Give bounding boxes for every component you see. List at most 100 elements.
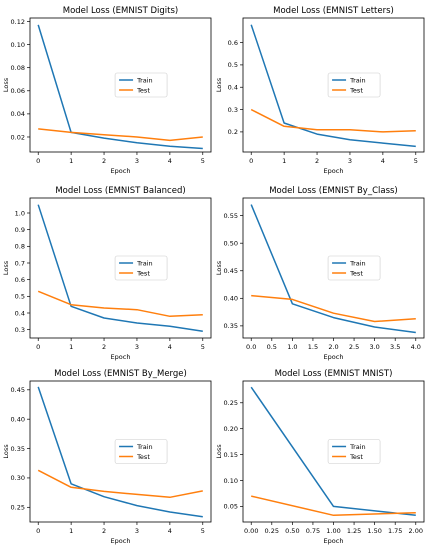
y-tick-label: 0.40 [11, 415, 25, 423]
x-tick-label: 4.0 [411, 343, 421, 351]
x-tick-label: 0.75 [306, 527, 320, 535]
legend-box [327, 72, 381, 98]
legend-label-train: Train [136, 76, 153, 84]
plot-frame [29, 197, 212, 339]
y-axis-label: Loss [2, 444, 10, 459]
plot-frame [29, 17, 212, 153]
chart-title: Model Loss (EMNIST By_Merge) [54, 369, 187, 379]
y-tick-label: 0.04 [11, 110, 25, 118]
y-tick-label: 0.45 [224, 267, 238, 275]
y-tick-label: 0.9 [15, 226, 25, 234]
y-tick-label: 0.6 [15, 276, 25, 284]
y-tick-label: 0.05 [224, 503, 238, 511]
y-tick-label: 0.35 [11, 445, 25, 453]
x-tick-label: 1 [69, 343, 73, 351]
y-tick-label: 0.6 [228, 39, 238, 47]
y-axis-label: Loss [2, 260, 10, 275]
x-tick-label: 4 [168, 527, 172, 535]
x-tick-label: 2.0 [328, 343, 338, 351]
y-tick-label: 0.25 [11, 504, 25, 512]
x-axis-label: Epoch [111, 537, 131, 545]
y-tick-label: 0.5 [228, 61, 238, 69]
y-tick-label: 0.55 [224, 212, 238, 220]
chart-panel-1: Model Loss (EMNIST Digits) 0 1 2 3 4 5 0.02 0.04… [2, 6, 212, 175]
legend: Train Test [114, 439, 168, 464]
series-line-test [38, 128, 203, 142]
y-axis-label: Loss [2, 77, 10, 92]
y-tick-label: 0.12 [11, 18, 25, 26]
legend-label-train: Train [136, 259, 153, 267]
plot-frame [242, 17, 425, 153]
x-tick-label: 5 [201, 343, 205, 351]
x-axis-label: Epoch [111, 167, 131, 175]
chart-panel-2: Model Loss (EMNIST Letters) 0 1 2 3 4 5 0.2 0.3 0… [215, 6, 425, 175]
y-tick-label: 0.40 [224, 295, 238, 303]
x-tick-label: 2.00 [409, 527, 423, 535]
y-tick-label: 0.2 [228, 128, 238, 136]
legend: Train Test [114, 255, 168, 281]
y-axis-label: Loss [215, 444, 223, 459]
x-tick-label: 0 [36, 527, 40, 535]
y-tick-label: 0.02 [11, 133, 25, 141]
series-line-train [37, 24, 203, 150]
chart-panel-3: Model Loss (EMNIST Balanced) 0 1 2 3 4 5 0.3 0.4… [2, 186, 212, 361]
x-tick-label: 0.25 [265, 527, 279, 535]
x-tick-label: 0.0 [246, 343, 256, 351]
legend: Train Test [114, 72, 168, 98]
x-tick-label: 1.25 [347, 527, 361, 535]
x-tick-label: 3 [135, 157, 139, 165]
x-tick-label: 0 [249, 157, 253, 165]
y-tick-label: 1.0 [15, 209, 25, 217]
y-tick-label: 0.06 [11, 87, 25, 95]
x-tick-label: 5 [414, 157, 418, 165]
y-tick-label: 0.25 [224, 399, 238, 407]
chart-title: Model Loss (EMNIST Digits) [63, 6, 179, 16]
x-tick-label: 1 [282, 157, 286, 165]
legend-label-test: Test [349, 86, 363, 94]
y-tick-label: 0.4 [228, 84, 238, 92]
chart-panel-4: Model Loss (EMNIST By_Class) 0.0 0.5 1.0 1.5… [215, 186, 425, 361]
x-axis-label: Epoch [324, 167, 344, 175]
x-tick-label: 1 [69, 157, 73, 165]
x-tick-label: 5 [201, 157, 205, 165]
y-tick-label: 0.08 [11, 64, 25, 72]
x-tick-label: 5 [201, 527, 205, 535]
x-tick-label: 4 [168, 343, 172, 351]
legend-label-train: Train [349, 76, 366, 84]
y-tick-label: 0.50 [224, 239, 238, 247]
series-line-test [250, 108, 416, 133]
x-tick-label: 2.5 [349, 343, 359, 351]
legend-label-train: Train [349, 443, 366, 451]
x-tick-label: 0 [36, 343, 40, 351]
x-tick-label: 2 [102, 157, 106, 165]
y-tick-label: 0.5 [15, 293, 25, 301]
series-line-train [250, 24, 416, 148]
x-tick-label: 2 [102, 527, 106, 535]
series-line-train [37, 386, 203, 518]
x-tick-label: 1.00 [326, 527, 340, 535]
legend-label-train: Train [349, 259, 366, 267]
series-line-test [37, 290, 203, 318]
x-tick-label: 0.5 [267, 343, 277, 351]
x-tick-label: 3 [348, 157, 352, 165]
y-tick-label: 0.45 [11, 386, 25, 394]
legend-box [327, 255, 381, 281]
legend-label-test: Test [349, 453, 363, 461]
chart-title: Model Loss (EMNIST Letters) [273, 6, 394, 16]
chart-title: Model Loss (EMNIST Balanced) [55, 186, 185, 196]
y-tick-label: 0.10 [224, 477, 238, 485]
x-axis-label: Epoch [324, 353, 344, 361]
legend-box [114, 255, 168, 281]
x-tick-label: 1 [69, 527, 73, 535]
y-tick-label: 0.4 [15, 309, 25, 317]
legend-box [114, 72, 168, 98]
x-tick-label: 4 [381, 157, 385, 165]
legend-label-train: Train [136, 443, 153, 451]
x-tick-label: 1.50 [367, 527, 381, 535]
x-axis-label: Epoch [111, 353, 131, 361]
x-tick-label: 0 [36, 157, 40, 165]
y-tick-label: 0.8 [15, 243, 25, 251]
x-tick-label: 3.0 [369, 343, 379, 351]
x-tick-label: 0.00 [244, 527, 258, 535]
x-tick-label: 3.5 [390, 343, 400, 351]
